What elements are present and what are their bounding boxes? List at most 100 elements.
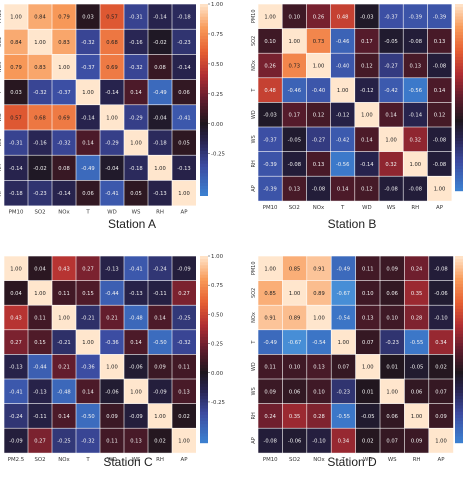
x-tick-label: RH	[411, 205, 419, 211]
heatmap-cell	[402, 151, 429, 177]
colorbar-segment	[200, 179, 208, 184]
y-tick-label: RH	[0, 164, 3, 171]
cell-value-label: 0.01	[386, 365, 398, 371]
heatmap-cell	[99, 54, 125, 81]
colorbar-segment	[200, 271, 208, 276]
colorbar-segment	[455, 305, 463, 310]
colorbar-segment	[200, 421, 208, 425]
colorbar-segment	[455, 53, 463, 58]
colorbar-segment	[455, 150, 463, 154]
cell-value-label: -0.37	[57, 90, 70, 96]
heatmap-cell	[330, 403, 357, 429]
heatmap-cell	[404, 378, 430, 405]
cell-value-label: 1.00	[178, 191, 190, 197]
cell-value-label: 0.12	[434, 113, 446, 119]
cell-value-label: 1.00	[10, 15, 22, 21]
cell-value-label: 0.14	[337, 187, 349, 193]
colorbar-segment	[455, 386, 463, 391]
cell-value-label: -0.41	[105, 191, 118, 197]
colorbar-segment	[455, 312, 463, 316]
heatmap-cell	[427, 102, 453, 128]
colorbar-segment	[200, 405, 208, 409]
heatmap-cell	[75, 79, 101, 106]
cell-value-label: 0.14	[361, 137, 373, 143]
heatmap-cell	[51, 79, 77, 106]
colorbar-segment	[200, 71, 208, 75]
cell-value-label: 0.13	[178, 389, 190, 395]
heatmap-cell	[3, 354, 29, 380]
heatmap-cell	[51, 378, 77, 405]
cell-value-label: 1.00	[411, 414, 423, 420]
colorbar-segment	[455, 128, 463, 133]
heatmap-cell	[171, 329, 197, 355]
cell-value-label: -0.42	[336, 137, 349, 143]
cell-value-label: -0.10	[312, 439, 325, 445]
colorbar-segment	[455, 94, 463, 98]
colorbar-segment	[455, 346, 463, 350]
colorbar-segment	[200, 128, 208, 133]
heatmap-cell	[123, 3, 149, 30]
heatmap-panel: 1.00 0.84 0.79 0.03 0.57 -0.31 -0.14 -0.18 0.84 1…	[0, 2, 225, 231]
x-tick-label: SO2	[34, 457, 45, 463]
colorbar-segment	[200, 427, 208, 431]
cell-value-label: 0.12	[361, 187, 373, 193]
colorbar-segment	[455, 144, 463, 148]
cell-value-label: 0.83	[58, 40, 70, 46]
heatmap-cell	[123, 354, 149, 380]
colorbar-segment	[200, 138, 208, 142]
cell-value-label: 0.03	[10, 90, 22, 96]
heatmap-cell	[171, 54, 197, 81]
heatmap-cell	[75, 255, 101, 282]
cell-value-label: 1.00	[435, 439, 447, 445]
heatmap-cell	[75, 104, 101, 131]
heatmap-cell	[3, 378, 29, 405]
colorbar-tick-label: 0.50	[211, 62, 224, 68]
colorbar-segment	[455, 175, 463, 179]
colorbar-segment	[455, 22, 463, 27]
heatmap-cell	[27, 403, 53, 429]
cell-value-label: 0.05	[178, 141, 190, 147]
colorbar-segment	[200, 364, 208, 369]
cell-value-label: 0.83	[34, 65, 46, 71]
colorbar-segment	[200, 112, 208, 117]
heatmap-cell	[3, 403, 29, 429]
cell-value-label: 1.00	[264, 14, 276, 20]
heatmap-cell	[330, 28, 356, 54]
cell-value-label: -0.08	[433, 64, 446, 70]
x-tick-label: WD	[107, 457, 116, 463]
cell-value-label: 0.07	[435, 389, 447, 395]
cell-value-label: -0.54	[312, 340, 326, 346]
colorbar-segment	[455, 109, 463, 114]
heatmap-cell	[99, 154, 125, 181]
colorbar-segment	[455, 284, 463, 288]
heatmap-cell	[3, 180, 29, 207]
cell-value-label: 1.00	[106, 115, 118, 121]
colorbar-segment	[200, 64, 208, 69]
cell-value-label: -0.40	[336, 64, 349, 70]
y-tick-label: T	[251, 340, 257, 345]
cell-value-label: -0.21	[57, 340, 70, 346]
colorbar-tick-label: 0.75	[211, 283, 223, 289]
heatmap-cell	[147, 329, 173, 355]
cell-value-label: 0.15	[34, 340, 46, 346]
cell-value-label: 0.79	[10, 65, 22, 71]
colorbar-segment	[200, 55, 208, 59]
cell-value-label: 1.00	[386, 389, 398, 395]
colorbar-segment	[200, 333, 208, 338]
colorbar-segment	[200, 287, 208, 291]
cell-value-label: 0.84	[34, 15, 46, 21]
cell-value-label: 0.12	[361, 64, 373, 70]
colorbar-segment	[455, 119, 463, 123]
colorbar-segment	[455, 371, 463, 375]
colorbar-segment	[200, 265, 208, 269]
colorbar-segment	[455, 41, 463, 45]
cell-value-label: 0.26	[313, 14, 325, 20]
cell-value-label: 0.11	[106, 439, 118, 445]
cell-value-label: -0.41	[177, 115, 190, 121]
colorbar-segment	[455, 84, 463, 89]
heatmap-cell	[51, 304, 77, 331]
colorbar-segment	[200, 399, 208, 403]
colorbar-segment	[200, 182, 208, 187]
cell-value-label: 0.11	[362, 266, 374, 272]
heatmap-cell	[330, 52, 356, 79]
